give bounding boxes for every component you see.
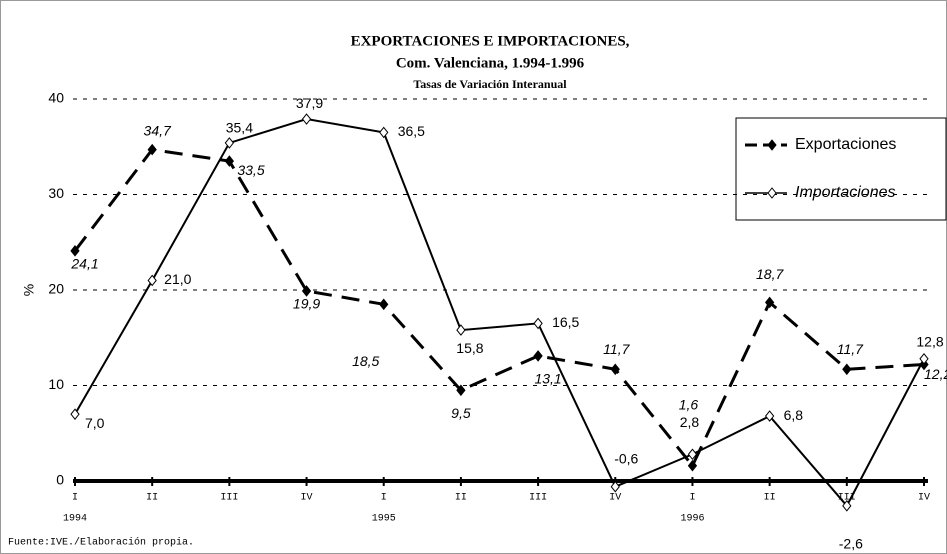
data-label: 2,8 <box>680 414 700 430</box>
y-tick-label: 0 <box>56 472 64 488</box>
data-label: -2,6 <box>839 536 863 552</box>
data-label: 36,5 <box>398 123 425 139</box>
point <box>379 126 389 139</box>
point <box>70 245 80 257</box>
x-tick-label: II <box>764 493 776 504</box>
legend-marker <box>767 139 777 151</box>
legend-box <box>735 117 947 221</box>
point <box>919 352 929 365</box>
data-label: 37,9 <box>296 95 323 111</box>
x-tick-label: II <box>146 493 158 504</box>
point <box>842 500 852 512</box>
point <box>456 324 466 336</box>
data-label: 7,0 <box>85 415 105 431</box>
data-label: -0,6 <box>614 450 638 466</box>
point <box>842 363 852 376</box>
point <box>379 298 389 311</box>
source: Fuente:IVE./Elaboración propia. <box>8 537 194 549</box>
point <box>533 317 543 330</box>
legend-label: Importaciones <box>795 184 896 201</box>
legend-label: Exportaciones <box>795 136 896 153</box>
x-tick-label: III <box>220 493 238 504</box>
data-label: 24,1 <box>70 256 98 272</box>
data-label: 18,7 <box>756 266 784 282</box>
x-tick-label: II <box>455 493 467 504</box>
point <box>301 113 312 125</box>
data-label: 13,1 <box>534 371 561 387</box>
y-tick-label: 20 <box>48 281 64 297</box>
point <box>610 363 620 376</box>
y-axis-label: % <box>21 284 37 296</box>
point <box>224 155 235 167</box>
x-tick-label: IV <box>918 493 930 504</box>
data-label: 16,5 <box>552 314 579 330</box>
point <box>147 274 157 287</box>
point <box>70 408 80 420</box>
data-label: 9,5 <box>451 405 471 421</box>
data-label: 6,8 <box>784 407 804 423</box>
legend-marker <box>767 187 777 199</box>
point <box>533 350 543 362</box>
data-label: 18,5 <box>352 353 379 369</box>
group-label: 1996 <box>680 514 704 525</box>
data-label: 12,2 <box>924 366 947 382</box>
y-tick-label: 40 <box>48 90 64 106</box>
group-label: 1995 <box>372 514 396 525</box>
data-label: 33,5 <box>237 162 264 178</box>
x-tick-label: IV <box>301 493 313 504</box>
point <box>687 448 698 461</box>
point <box>301 285 312 297</box>
y-tick-label: 30 <box>48 185 64 201</box>
point <box>610 480 620 493</box>
data-label: 1,6 <box>679 396 699 412</box>
data-label: 35,4 <box>226 120 253 136</box>
x-tick-label: I <box>689 493 695 504</box>
x-tick-label: I <box>381 493 387 504</box>
data-label: 19,9 <box>293 296 320 312</box>
data-label: 34,7 <box>144 122 172 138</box>
series-line <box>73 148 925 469</box>
x-tick-label: IV <box>609 493 621 504</box>
point <box>147 143 157 156</box>
point <box>456 384 466 397</box>
data-label: 15,8 <box>456 340 483 356</box>
x-tick-label: I <box>72 493 78 504</box>
x-tick-label: III <box>529 493 547 504</box>
data-label: 11,7 <box>837 341 864 357</box>
series-line <box>74 118 925 508</box>
chart-subtitle: Tasas de Variación Interanual <box>413 77 567 91</box>
point <box>224 137 235 149</box>
data-label: 11,7 <box>603 341 630 357</box>
point <box>764 296 775 309</box>
data-label: 12,8 <box>916 333 943 349</box>
group-label: 1994 <box>63 514 87 525</box>
chart-title: EXPORTACIONES E IMPORTACIONES, <box>351 33 630 49</box>
point <box>687 459 698 472</box>
point <box>764 410 775 422</box>
chart-subtitle: Com. Valenciana, 1.994-1.996 <box>396 55 585 71</box>
data-label: 21,0 <box>164 271 191 287</box>
y-tick-label: 10 <box>48 376 64 392</box>
x-tick-label: III <box>838 493 856 504</box>
